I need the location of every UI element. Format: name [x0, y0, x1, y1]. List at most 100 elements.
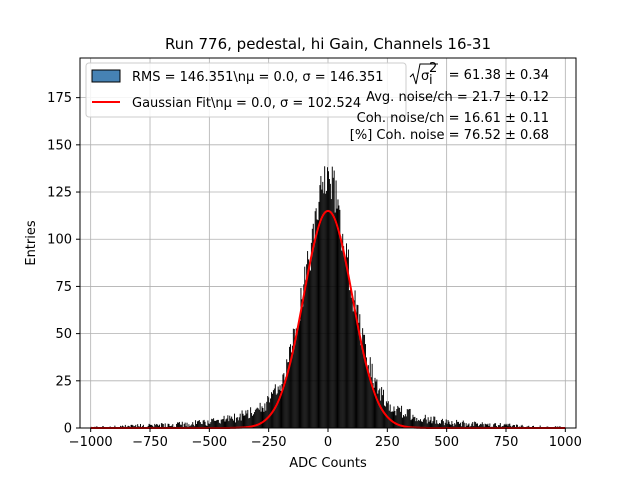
histogram-bar [297, 325, 299, 428]
histogram-bar [354, 290, 356, 428]
histogram-bar [395, 415, 397, 428]
histogram-bar [489, 423, 491, 428]
histogram-bar [479, 423, 481, 428]
x-tick-label: 0 [324, 435, 332, 450]
histogram-bar [373, 387, 375, 428]
histogram-bar [475, 422, 477, 428]
histogram-bar [467, 424, 469, 428]
histogram-bar [454, 423, 456, 428]
histogram-bar [372, 383, 374, 428]
histogram-bar [159, 424, 160, 428]
histogram-bar [384, 405, 385, 428]
histogram-bar [215, 420, 217, 428]
histogram-bar [162, 424, 164, 428]
histogram-bar [284, 380, 286, 428]
histogram-bar [466, 425, 468, 428]
legend-fit-label: Gaussian Fit\nμ = 0.0, σ = 102.524 [132, 96, 361, 111]
histogram-bar [307, 251, 309, 428]
histogram-bar [178, 422, 179, 428]
histogram-bar [407, 409, 409, 428]
histogram-bar [357, 305, 359, 428]
histogram-bar [301, 299, 303, 428]
histogram-bar [323, 193, 325, 428]
histogram-bar [246, 413, 248, 428]
histogram-bar [238, 417, 240, 428]
y-tick-label: 0 [64, 422, 72, 437]
histogram-bar [459, 422, 461, 428]
histogram-bar [290, 344, 291, 428]
histogram-bar [384, 406, 386, 428]
histogram-bar [171, 425, 173, 428]
x-tick-label: −250 [251, 435, 287, 450]
histogram-bar [131, 424, 133, 428]
histogram-bar [456, 419, 458, 428]
histogram-bar [200, 423, 202, 428]
histogram-bar [377, 393, 379, 428]
histogram-bar [288, 362, 290, 428]
histogram-bar [477, 423, 478, 428]
histogram-bar [191, 424, 193, 428]
histogram-bar [410, 420, 412, 428]
histogram-bar [476, 423, 478, 428]
histogram-bar [140, 423, 141, 428]
histogram-bar [179, 424, 181, 428]
histogram-bar [516, 424, 518, 428]
histogram-bar [335, 180, 337, 428]
histogram-bar [512, 425, 514, 428]
histogram-bar [424, 414, 426, 428]
histogram-bar [229, 415, 231, 428]
histogram-bar [507, 425, 509, 428]
histogram-bar [306, 264, 308, 428]
y-tick-label: 100 [47, 233, 72, 248]
histogram-bar [291, 345, 293, 428]
histogram-bar [322, 181, 324, 428]
histogram-bar [207, 420, 209, 428]
y-tick-label: 150 [47, 138, 72, 153]
histogram-bar [254, 409, 256, 428]
histogram-bar [205, 425, 207, 428]
x-tick-label: 1000 [549, 435, 582, 450]
histogram-bar [223, 415, 225, 428]
histogram-bar [408, 408, 410, 428]
histogram-bar [432, 421, 434, 428]
histogram-bar [213, 418, 215, 428]
histogram-bar [309, 264, 310, 428]
histogram-bar [344, 258, 346, 428]
histogram-bar [148, 423, 150, 428]
histogram-bar [311, 228, 313, 428]
histogram-bar [258, 409, 260, 428]
histogram-bar [192, 422, 194, 428]
histogram-bar [114, 425, 116, 428]
histogram-bar [216, 419, 218, 428]
histogram-bar [305, 280, 307, 428]
histogram-bar [190, 425, 192, 428]
histogram-bar [236, 417, 238, 428]
histogram-bar [195, 420, 197, 428]
y-tick-label: 125 [47, 186, 72, 201]
histogram-bar [260, 411, 262, 428]
histogram-bar [337, 199, 339, 428]
histogram-bar [494, 423, 496, 428]
y-tick-label: 175 [47, 91, 72, 106]
histogram-bar [329, 183, 331, 428]
histogram-bar [413, 417, 415, 428]
histogram-bar [505, 425, 507, 428]
histogram-bar [241, 410, 243, 428]
histogram-bar [247, 409, 249, 428]
histogram-bar [486, 424, 488, 428]
histogram-bar [414, 416, 416, 428]
histogram-bar [508, 423, 510, 428]
histogram-bar [120, 425, 122, 428]
histogram-bar [128, 425, 130, 428]
histogram-bar [368, 373, 370, 428]
histogram-bar [294, 337, 296, 428]
histogram-bar [444, 422, 446, 428]
histogram-bar [178, 421, 180, 428]
histogram-bar [226, 418, 228, 428]
histogram-bar [212, 419, 214, 428]
histogram-bar [240, 420, 242, 428]
histogram-bar [233, 420, 235, 428]
histogram-bar [341, 250, 343, 428]
x-tick-label: −500 [191, 435, 227, 450]
histogram-bar [208, 423, 210, 428]
